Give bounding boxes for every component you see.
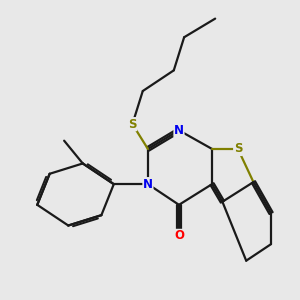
Text: N: N [143,178,153,190]
Text: S: S [128,118,137,130]
Text: N: N [174,124,184,137]
Text: S: S [234,142,242,155]
Text: O: O [174,230,184,242]
